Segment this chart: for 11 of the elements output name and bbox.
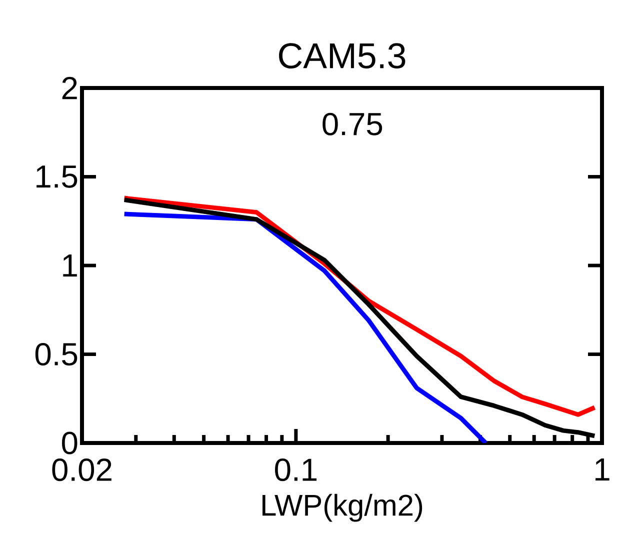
y-tick-label: 1.5 (36, 166, 78, 188)
y-tick-label: 2 (62, 76, 77, 100)
x-tick-label: 0.1 (275, 458, 317, 482)
x-axis-title: LWP(kg/m2) (262, 494, 422, 522)
y-tick-label: 0 (62, 432, 78, 454)
x-tick-label: 1 (596, 458, 610, 480)
x-tick-label: 0.02 (52, 458, 112, 482)
chart-title: CAM5.3 (279, 43, 406, 68)
y-tick-label: 1 (63, 254, 77, 276)
y-tick-label: 0.5 (35, 342, 78, 366)
annotation: 0.75 (322, 112, 382, 136)
